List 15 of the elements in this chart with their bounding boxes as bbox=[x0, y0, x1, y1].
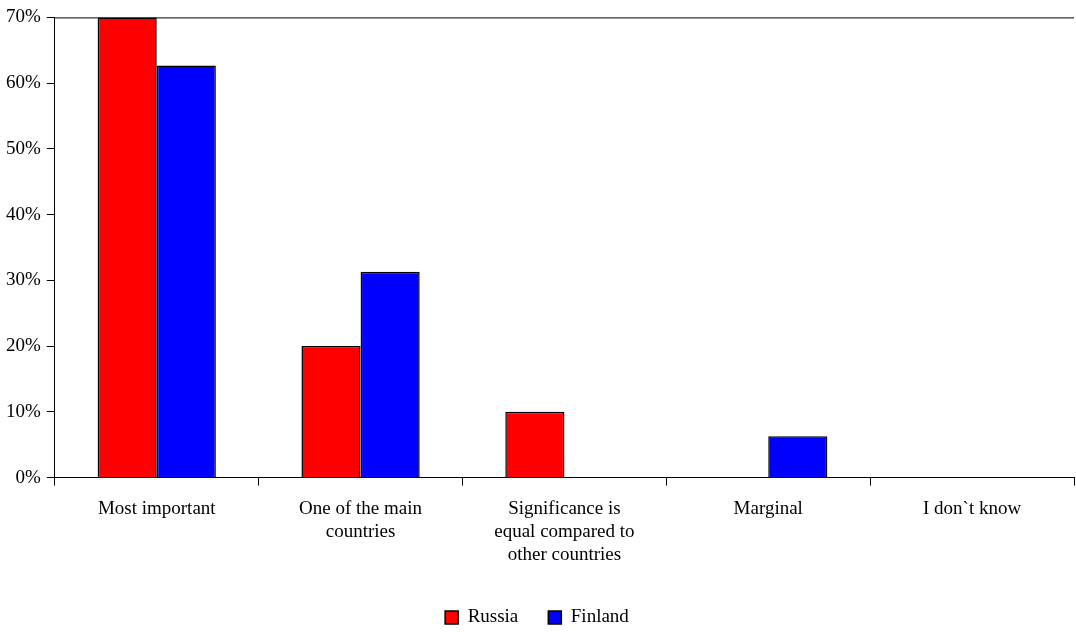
y-tick-label: 20% bbox=[6, 334, 41, 356]
y-tick-label: 10% bbox=[6, 399, 41, 421]
y-tick-label: 60% bbox=[6, 71, 41, 93]
legend-label: Finland bbox=[570, 605, 630, 627]
y-tick-label: 70% bbox=[6, 5, 41, 27]
x-tick-label: Marginal bbox=[733, 496, 803, 518]
x-tick-label: I don`t know bbox=[923, 496, 1022, 518]
y-tick-label: 50% bbox=[6, 136, 41, 158]
y-tick-label: 30% bbox=[6, 268, 41, 290]
y-tick-label: 40% bbox=[6, 202, 41, 224]
x-tick-label: Significance is equal compared to other countries bbox=[494, 496, 635, 564]
x-tick-label: One of the main countries bbox=[299, 496, 423, 541]
x-tick-label: Most important bbox=[97, 496, 217, 518]
y-tick-label: 0% bbox=[15, 465, 41, 487]
legend-label: Russia bbox=[467, 605, 519, 627]
